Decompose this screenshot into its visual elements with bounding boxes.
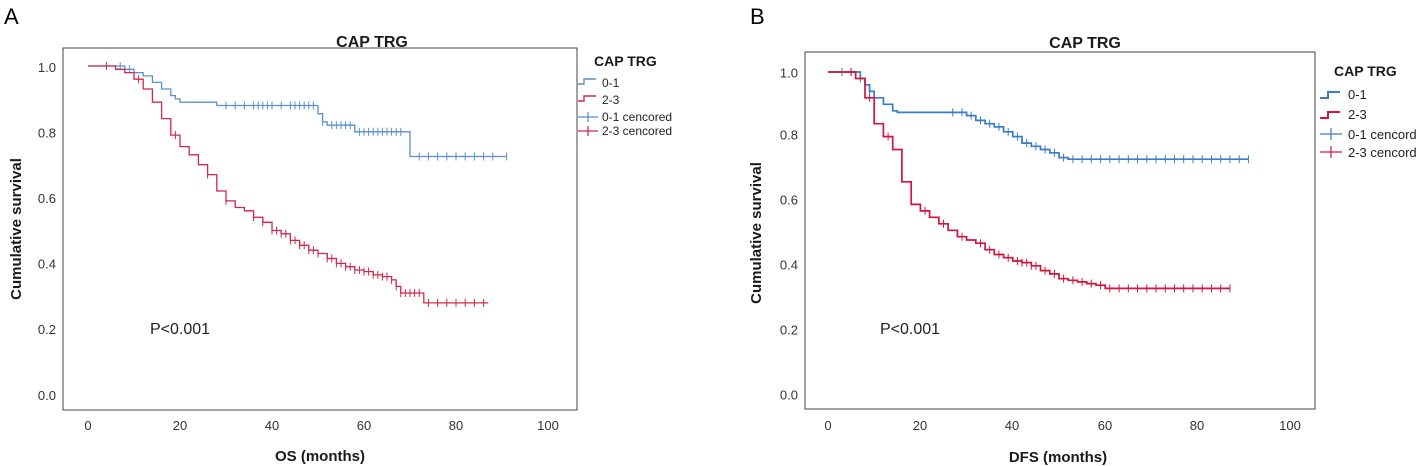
panel-b-y-ticks: 0.0 0.2 0.4 0.6 0.8 1.0 <box>780 66 798 403</box>
panel-a-legend-title: CAP TRG <box>594 53 657 69</box>
panel-a-p-value: P<0.001 <box>150 321 210 338</box>
panel-a-y-tick-label: 0.2 <box>38 322 56 337</box>
panel-a-x-tick-label: 80 <box>449 418 463 433</box>
panel-a-x-tick-label: 20 <box>173 418 187 433</box>
panel-b-legend-label: 0-1 <box>1348 87 1367 102</box>
panel-a-plot-frame <box>62 47 578 411</box>
panel-b-y-tick-label: 0.4 <box>780 258 798 273</box>
panel-b-legend-swatch-0-1-censored <box>1320 128 1342 140</box>
panel-b-x-tick-label: 60 <box>1098 418 1112 433</box>
panel-a-letter: A <box>4 4 19 29</box>
panel-a-x-tick-label: 0 <box>84 418 91 433</box>
panel-b-series-2-3-line <box>828 71 1230 290</box>
panel-b-legend-swatch-2-3 <box>1320 111 1340 119</box>
panel-a-y-tick-label: 0.8 <box>38 126 56 141</box>
panel-b-title: CAP TRG <box>1049 35 1121 52</box>
panel-a-x-ticks: 0 20 40 60 80 100 <box>84 418 558 433</box>
panel-a-legend: CAP TRG 0-1 2-3 0-1 cencored 2-3 cencore… <box>578 53 672 138</box>
panel-b-legend-swatch-0-1 <box>1320 91 1340 99</box>
panel-b-x-ticks: 0 20 40 60 80 100 <box>824 418 1300 433</box>
panel-b-y-tick-label: 1.0 <box>780 66 798 81</box>
panel-a-legend-label: 2-3 <box>602 93 620 107</box>
panel-a-legend-swatch-0-1-censored <box>578 112 598 122</box>
panel-b-legend-label: 0-1 cencord <box>1348 127 1417 142</box>
panel-a-x-tick-label: 60 <box>357 418 371 433</box>
panel-a-series-0-1-line <box>88 65 507 158</box>
panel-b-plot-frame <box>804 51 1316 410</box>
panel-a-y-tick-label: 0.0 <box>38 388 56 403</box>
panel-a-y-tick-label: 0.4 <box>38 257 56 272</box>
panel-b-x-tick-label: 0 <box>824 418 831 433</box>
panel-b-x-tick-label: 80 <box>1190 418 1204 433</box>
panel-b-x-tick-label: 100 <box>1279 418 1301 433</box>
panel-a-x-tick-label: 100 <box>537 418 559 433</box>
panel-a-legend-swatch-0-1 <box>578 78 596 85</box>
panel-a-legend-label: 2-3 cencored <box>602 124 672 138</box>
panel-a-series-layer <box>88 62 508 307</box>
panel-b-y-tick-label: 0.2 <box>780 323 798 338</box>
panel-b-legend-label: 2-3 <box>1348 107 1367 122</box>
panel-a-legend-label: 0-1 <box>602 76 620 90</box>
panel-a-x-tick-label: 40 <box>265 418 279 433</box>
panel-b-x-axis-label: DFS (months) <box>1009 449 1107 466</box>
panel-b-y-tick-label: 0.8 <box>780 128 798 143</box>
panel-b-x-tick-label: 40 <box>1005 418 1019 433</box>
panel-a-y-ticks: 0.0 0.2 0.4 0.6 0.8 1.0 <box>38 60 56 403</box>
panel-a-y-axis-label: Cumulative survival <box>8 158 25 300</box>
panel-b-y-tick-label: 0.0 <box>780 388 798 403</box>
panel-b: B CAP TRG 0.0 0.2 0.4 0.6 0.8 1.0 0 20 4… <box>748 4 1417 466</box>
panel-b-y-axis-label: Cumulative survival <box>748 162 765 304</box>
panel-a-title: CAP TRG <box>336 34 408 51</box>
panel-a-legend-swatch-2-3 <box>578 95 596 102</box>
panel-b-p-value: P<0.001 <box>880 321 940 338</box>
panel-a-series-2-3-line <box>88 65 489 304</box>
panel-b-y-tick-label: 0.6 <box>780 193 798 208</box>
panel-a-y-tick-label: 0.6 <box>38 191 56 206</box>
panel-b-letter: B <box>750 4 765 29</box>
panel-a-legend-swatch-2-3-censored <box>578 126 598 136</box>
panel-b-x-tick-label: 20 <box>913 418 927 433</box>
panel-a-x-axis-label: OS (months) <box>275 448 365 465</box>
panel-b-series-0-1-line <box>828 71 1249 161</box>
panel-b-series-layer <box>828 68 1249 293</box>
panel-b-legend-swatch-2-3-censored <box>1320 146 1342 158</box>
panel-b-legend: CAP TRG 0-1 2-3 0-1 cencord 2-3 cencord <box>1320 63 1417 160</box>
panel-b-legend-title: CAP TRG <box>1334 63 1397 79</box>
panel-a-y-tick-label: 1.0 <box>38 60 56 75</box>
panel-b-legend-label: 2-3 cencord <box>1348 145 1417 160</box>
panel-a-legend-label: 0-1 cencored <box>602 110 672 124</box>
panel-a: A CAP TRG 0.0 0.2 0.4 0.6 0.8 1.0 0 20 4… <box>4 4 672 465</box>
